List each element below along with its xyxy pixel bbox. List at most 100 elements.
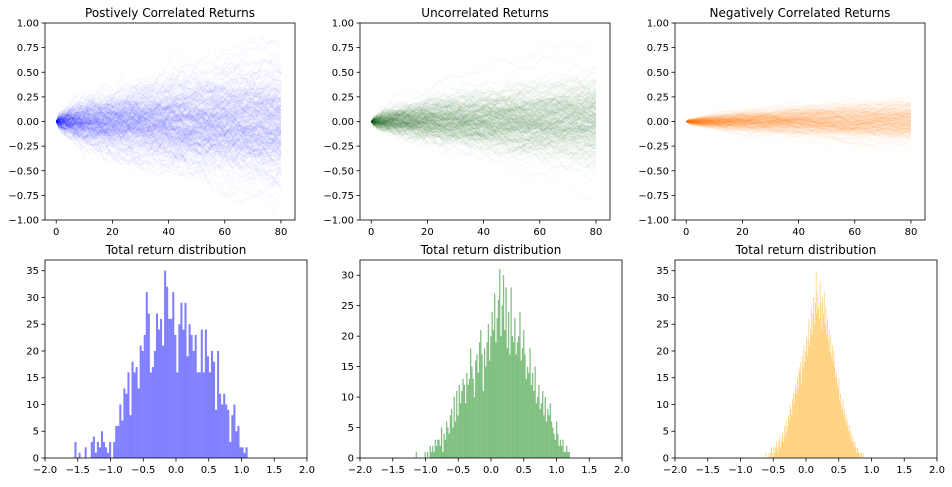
histogram-bar: [490, 336, 492, 458]
histogram-bar: [805, 350, 806, 458]
histogram-bar: [157, 329, 161, 458]
histogram-bar: [545, 421, 548, 458]
histogram-bar: [487, 323, 489, 458]
histogram-bar: [456, 390, 458, 458]
histogram-bar: [798, 367, 800, 458]
x-tick-label: 60: [533, 227, 546, 238]
histogram-bar: [530, 384, 532, 458]
histogram-bar: [516, 342, 519, 458]
histogram-bar: [461, 390, 463, 458]
subplot-6: −2.0 −1.5 −1.0 −0.5 0.0 0.5 1.0 1.5 2.0 0 5 10 15 20 2…: [656, 243, 945, 476]
histogram-bar: [534, 366, 536, 458]
histogram-bar: [459, 403, 462, 458]
histogram-bar: [229, 441, 232, 458]
y-tick-label: 35: [26, 266, 39, 277]
histogram-bar: [775, 441, 777, 458]
y-tick-label: −1.00: [638, 216, 669, 227]
histogram-bar: [797, 388, 799, 458]
y-tick-label: 0.50: [647, 68, 669, 79]
histogram-bar: [550, 421, 553, 458]
histogram-bar: [472, 378, 474, 458]
histogram-bar: [543, 415, 545, 458]
histogram-bar: [849, 436, 851, 458]
histogram-bar: [449, 415, 452, 458]
histogram-bar: [793, 404, 795, 458]
histogram-bar: [496, 317, 498, 458]
histogram-bar: [794, 388, 796, 458]
histogram-bar: [504, 330, 506, 458]
y-tick-label: 0.00: [332, 117, 354, 128]
return-paths: [686, 91, 911, 152]
histogram-bar: [513, 342, 515, 458]
histogram-bar: [94, 452, 97, 458]
histogram-bar: [438, 439, 440, 458]
x-tick-label: 20: [421, 227, 434, 238]
histogram-bar: [433, 451, 435, 458]
histogram-bar: [192, 350, 195, 458]
histogram-bar: [141, 350, 144, 458]
histogram-bar: [162, 345, 165, 458]
histogram-bar: [481, 354, 483, 458]
y-tick-label: 15: [341, 362, 354, 373]
histogram-bar: [790, 409, 792, 458]
histogram-bar: [797, 377, 798, 458]
histogram-bar: [483, 348, 486, 458]
histogram-bar: [795, 383, 797, 458]
y-tick-label: 30: [26, 293, 39, 304]
y-tick-label: −0.75: [323, 191, 354, 202]
histogram-bar: [221, 404, 224, 458]
histogram-bar: [92, 436, 95, 458]
histogram-bar: [828, 329, 830, 458]
histogram-bar: [839, 399, 841, 458]
histogram-bar: [437, 439, 439, 458]
y-tick-label: 1.00: [647, 19, 669, 30]
histogram-bars: [74, 270, 248, 458]
histogram-bar: [233, 404, 236, 458]
histogram-bar: [453, 397, 455, 458]
histogram-bar: [188, 324, 191, 458]
histogram-bar: [786, 431, 788, 458]
y-tick-label: 0.50: [332, 68, 354, 79]
histogram-bar: [844, 409, 845, 458]
histogram-bar: [190, 334, 193, 458]
histogram-bar: [801, 383, 802, 458]
histogram-bar: [151, 367, 154, 458]
histogram-bar: [135, 367, 138, 458]
histogram-bar: [835, 377, 837, 458]
histogram-bar: [468, 378, 471, 458]
x-tick-label: 1.0: [864, 465, 880, 476]
histogram-bar: [519, 311, 521, 458]
plot-area: [371, 42, 596, 199]
histogram-bar: [153, 350, 156, 458]
histogram-bar: [568, 451, 570, 458]
histogram-bar: [518, 336, 520, 458]
subplot-title: Total return distribution: [735, 243, 877, 257]
x-tick-label: 80: [275, 227, 288, 238]
histogram-bar: [821, 329, 823, 458]
histogram-bar: [771, 452, 773, 458]
histogram-bar: [145, 292, 148, 458]
plot-area: [415, 269, 570, 458]
y-tick-label: 15: [656, 373, 669, 384]
histogram-bar: [823, 292, 825, 458]
histogram-bars: [765, 270, 864, 458]
histogram-bar: [507, 311, 510, 458]
x-tick-label: −1.0: [98, 465, 122, 476]
histogram-bar: [446, 421, 448, 458]
y-tick-label: 10: [26, 400, 39, 411]
histogram-bar: [105, 447, 108, 458]
y-tick-label: 0.75: [332, 43, 354, 54]
histogram-bar: [208, 372, 211, 458]
y-tick-label: 20: [341, 332, 354, 343]
histogram-bar: [554, 439, 556, 458]
x-tick-label: 1.5: [896, 465, 912, 476]
histogram-bar: [515, 354, 517, 458]
histogram-bar: [566, 445, 568, 458]
histogram-bar: [768, 452, 770, 458]
x-tick-label: 0: [683, 227, 689, 238]
histogram-bar: [787, 425, 789, 458]
x-tick-label: 0.0: [168, 465, 184, 476]
histogram-bar: [780, 441, 782, 458]
histogram-bar: [822, 297, 824, 458]
histogram-bar: [802, 367, 804, 458]
